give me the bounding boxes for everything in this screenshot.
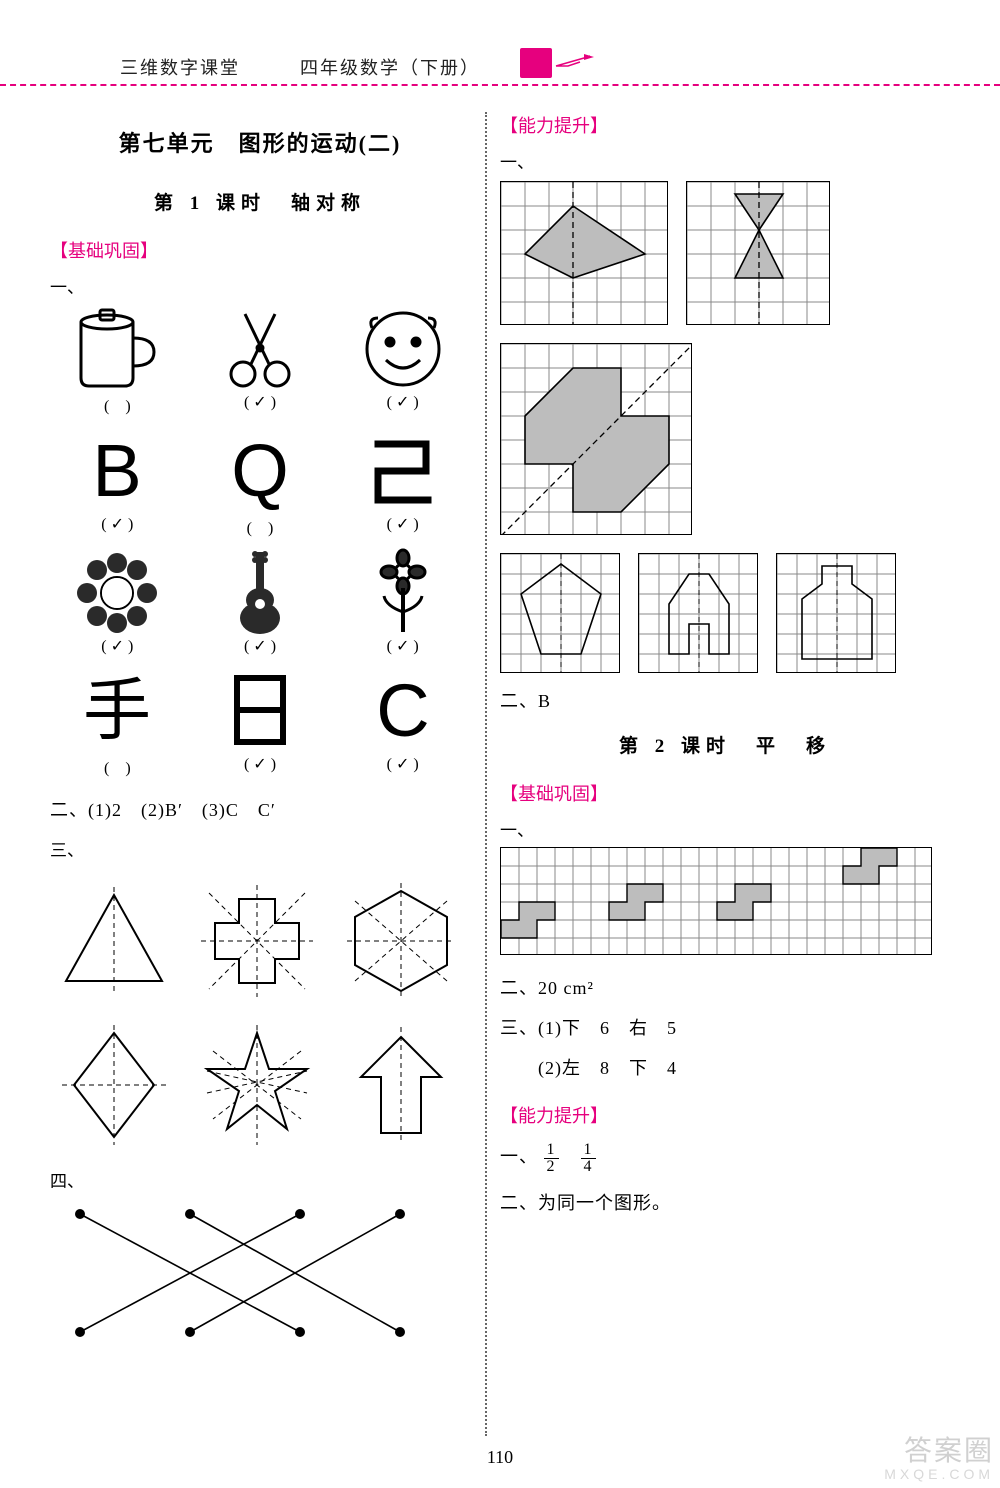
- adv-label-2: 【能力提升】: [500, 1102, 950, 1128]
- icon-mug: ( ): [50, 304, 185, 416]
- grid-row-three: [500, 553, 950, 673]
- page-body: 110 第七单元 图形的运动(二) 第 1 课时 轴对称 【基础巩固】 一、 (…: [50, 92, 950, 1428]
- icon-guitar: ( ✓ ): [193, 548, 328, 656]
- q2-text: 二、(1)2 (2)B′ (3)C C′: [50, 796, 470, 822]
- icon-scissors: ( ✓ ): [193, 304, 328, 416]
- svg-text:Q: Q: [231, 429, 289, 512]
- fraction-2: 14: [581, 1142, 596, 1175]
- icon-ri: ( ✓ ): [193, 666, 328, 778]
- fraction-1: 12: [544, 1142, 559, 1175]
- icon-flower-stem: ( ✓ ): [335, 548, 470, 656]
- rb-q3a: 三、(1)下 6 右 5: [500, 1014, 950, 1040]
- book-title: 三维数字课堂: [120, 54, 240, 80]
- svg-text:手: 手: [83, 673, 151, 749]
- triangle-sym: [50, 877, 178, 1005]
- hexagon-sym: [337, 877, 465, 1005]
- adv-q1: 一、 12 14: [500, 1142, 950, 1175]
- q4-label: 四、: [50, 1167, 470, 1192]
- grid-bottle: [776, 553, 896, 673]
- mark: ( ✓ ): [244, 754, 276, 774]
- basic-label: 【基础巩固】: [50, 237, 470, 263]
- header-decoration: [520, 46, 570, 82]
- icon-Q: Q ( ): [193, 426, 328, 538]
- icon-grid: ( ) ( ✓ ) ( ✓ ): [50, 304, 470, 778]
- matching-lines: [50, 1198, 470, 1353]
- mark: ( ✓ ): [387, 392, 419, 412]
- right-column: 【能力提升】 一、: [500, 112, 950, 1229]
- star-sym: [193, 1021, 321, 1149]
- mark: ( ): [104, 392, 131, 416]
- adv-q1-prefix: 一、: [500, 1147, 538, 1167]
- rb-q3b: (2)左 8 下 4: [500, 1054, 950, 1080]
- q3-label: 三、: [50, 836, 470, 861]
- mark: ( ✓ ): [101, 514, 133, 534]
- unit-title: 第七单元 图形的运动(二): [50, 126, 470, 158]
- icon-2: ( ✓ ): [335, 426, 470, 538]
- plus-sym: [193, 877, 321, 1005]
- mark: ( ✓ ): [387, 636, 419, 656]
- grid-diamond: [500, 181, 668, 325]
- symmetry-shapes-row1: [50, 877, 470, 1005]
- r-q2-text: 二、B: [500, 687, 950, 713]
- arrow-sym: [337, 1021, 465, 1149]
- rb-q2-text: 二、20 cm²: [500, 978, 594, 998]
- wide-translate-grid: [500, 847, 932, 955]
- icon-smiley: ( ✓ ): [335, 304, 470, 416]
- watermark-small: MXQE.COM: [884, 1467, 994, 1482]
- grid-diag: [500, 343, 692, 535]
- grid-bowtie: [686, 181, 830, 325]
- mark: ( ✓ ): [387, 514, 419, 534]
- grid-pentagon: [500, 553, 620, 673]
- grid-house: [638, 553, 758, 673]
- left-column: 第七单元 图形的运动(二) 第 1 课时 轴对称 【基础巩固】 一、 ( ): [50, 112, 470, 1353]
- column-divider: [485, 112, 487, 1436]
- mark: ( ✓ ): [387, 754, 419, 774]
- mark: ( ): [247, 514, 274, 538]
- symmetry-shapes-row2: [50, 1021, 470, 1149]
- lesson-1-title: 第 1 课时 轴对称: [50, 188, 470, 215]
- rocket-icon: [554, 52, 594, 76]
- adv-label: 【能力提升】: [500, 112, 950, 138]
- rb-q2: 二、20 cm²: [500, 974, 950, 1000]
- basic-label-2: 【基础巩固】: [500, 780, 950, 806]
- q1-label: 一、: [50, 273, 470, 298]
- r-q1-label: 一、: [500, 148, 950, 173]
- grid-row-big: [500, 343, 950, 535]
- grade-title: 四年级数学（下册）: [300, 54, 480, 80]
- svg-text:B: B: [93, 429, 142, 512]
- rb-q1-label: 一、: [500, 816, 950, 841]
- page-header: 三维数字课堂 四年级数学（下册）: [0, 50, 1000, 86]
- grid-row-top: [500, 181, 950, 325]
- page-number: 110: [487, 1447, 513, 1468]
- watermark: 答案圈 MXQE.COM: [884, 1436, 994, 1482]
- svg-text:C: C: [376, 669, 429, 752]
- watermark-big: 答案圈: [904, 1435, 994, 1466]
- rhombus-sym: [50, 1021, 178, 1149]
- lesson-2-title: 第 2 课时 平 移: [500, 731, 950, 758]
- icon-B: B ( ✓ ): [50, 426, 185, 538]
- icon-shou: 手 ( ): [50, 666, 185, 778]
- mark: ( ✓ ): [244, 392, 276, 412]
- mark: ( ✓ ): [244, 636, 276, 656]
- icon-C: C ( ✓ ): [335, 666, 470, 778]
- mark: ( ): [104, 754, 131, 778]
- icon-flower-round: ( ✓ ): [50, 548, 185, 656]
- adv-q2: 二、为同一个图形。: [500, 1189, 950, 1215]
- mark: ( ✓ ): [101, 636, 133, 656]
